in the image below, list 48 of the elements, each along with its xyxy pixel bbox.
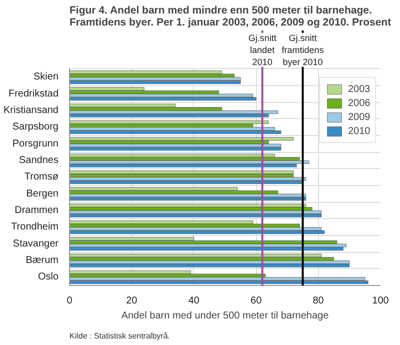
legend-label: 2006 bbox=[348, 98, 370, 108]
bar bbox=[70, 177, 306, 181]
bar bbox=[70, 180, 303, 184]
y-tick-label: Bergen bbox=[26, 188, 59, 200]
bar bbox=[70, 80, 241, 84]
bar bbox=[70, 277, 366, 281]
y-tick-label: Fredrikstad bbox=[8, 88, 58, 100]
y-tick-label: Oslo bbox=[38, 272, 59, 283]
bar bbox=[70, 264, 350, 268]
bar bbox=[70, 197, 306, 201]
x-axis-title: Andel barn med under 500 meter til barnehage bbox=[121, 310, 330, 322]
y-tick-label: Kristiansand bbox=[3, 105, 58, 116]
bar bbox=[70, 137, 294, 141]
y-tick-label: Trondheim bbox=[11, 222, 59, 233]
y-tick-label: Skien bbox=[33, 72, 58, 83]
ref-line-label: Gj.snitt framtidens byer 2010 bbox=[282, 32, 324, 67]
y-tick-label: Drammen bbox=[14, 205, 59, 216]
y-tick-label: Porsgrunn bbox=[12, 138, 59, 150]
bar bbox=[70, 247, 344, 251]
text: Kilde : Statistisk sentralbyrå. bbox=[70, 332, 170, 340]
x-tick-label: 0 bbox=[66, 296, 73, 306]
y-tick-label: Tromsø bbox=[24, 172, 59, 183]
bar bbox=[70, 244, 346, 248]
legend-label: 2010 bbox=[348, 126, 370, 136]
bar bbox=[70, 194, 306, 198]
x-tick-label: 40 bbox=[188, 296, 200, 306]
bar bbox=[70, 147, 282, 151]
y-tick-label: Bærum bbox=[26, 255, 59, 266]
bar bbox=[70, 144, 282, 148]
y-tick-label: Sarpsborg bbox=[12, 122, 59, 133]
x-tick-label: 100 bbox=[372, 296, 390, 306]
bar bbox=[70, 77, 241, 81]
y-tick-label: Sandnes bbox=[19, 155, 59, 166]
x-tick-label: 60 bbox=[250, 296, 262, 306]
x-tick-label: 20 bbox=[126, 296, 138, 306]
x-tick-label: 80 bbox=[312, 296, 324, 306]
bar bbox=[70, 214, 322, 218]
chart-title: Figur 4. Andel barn med mindre enn 500 meter til barnehage. Framtidens byer. Per 1. januar 2003, 2006, 2009 og 2010. Prosent bbox=[70, 4, 392, 28]
ref-line-label: Gj.snitt landet 2010 bbox=[248, 32, 277, 67]
bar bbox=[70, 94, 254, 98]
bar bbox=[70, 130, 282, 134]
bar bbox=[70, 230, 325, 234]
legend-label: 2009 bbox=[348, 112, 370, 122]
legend-label: 2003 bbox=[348, 84, 370, 94]
bar bbox=[70, 280, 368, 284]
bar bbox=[70, 227, 322, 231]
y-tick-label: Stavanger bbox=[12, 238, 60, 250]
bar bbox=[70, 97, 256, 101]
